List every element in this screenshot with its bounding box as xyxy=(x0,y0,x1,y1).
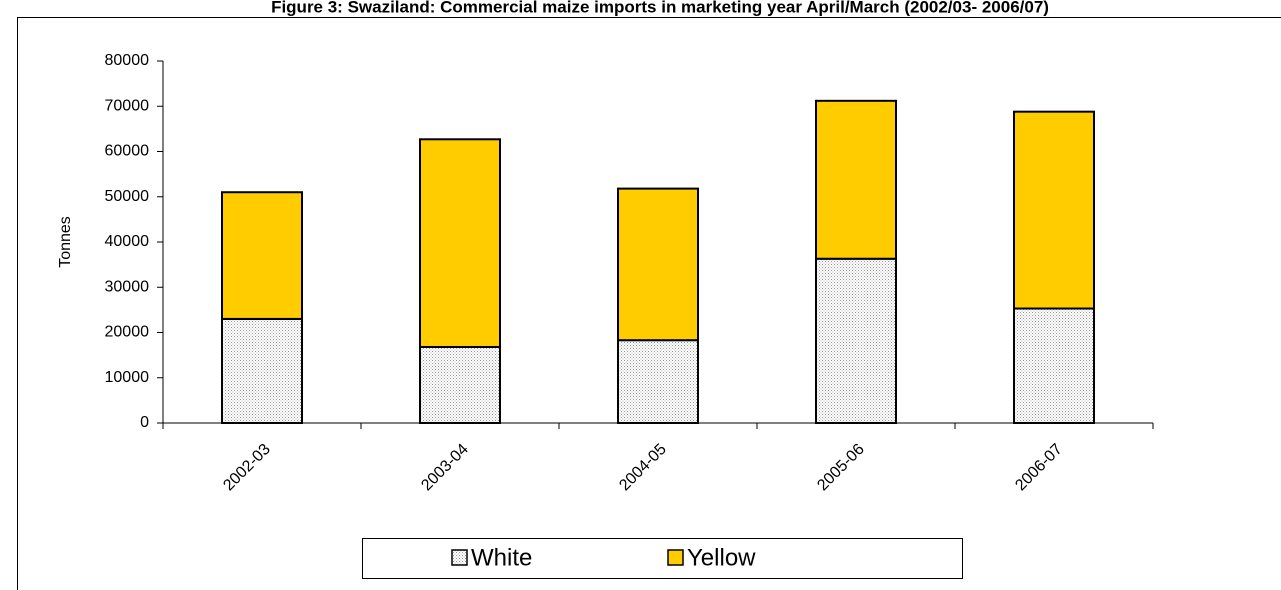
y-tick-label: 50000 xyxy=(105,188,150,205)
y-tick-label: 0 xyxy=(140,414,149,431)
y-tick-label: 80000 xyxy=(105,52,150,69)
legend-label: White xyxy=(471,544,532,571)
y-tick-label: 10000 xyxy=(105,369,150,386)
bar-segment xyxy=(617,339,699,425)
y-tick-label: 70000 xyxy=(105,97,150,114)
bar-segment xyxy=(815,99,897,260)
bar-segment xyxy=(815,257,897,424)
y-tick-label: 30000 xyxy=(105,278,150,295)
y-tick-label: 40000 xyxy=(105,233,150,250)
bar-segment xyxy=(419,138,501,348)
y-tick-label: 60000 xyxy=(105,143,150,160)
chart-title: Figure 3: Swaziland: Commercial maize im… xyxy=(271,0,1049,16)
legend-swatch xyxy=(451,549,468,566)
y-tick-label: 20000 xyxy=(105,324,150,341)
bar-segment xyxy=(419,345,501,425)
bar-segment xyxy=(221,317,303,424)
bar-segment xyxy=(1013,307,1095,424)
legend-label: Yellow xyxy=(687,544,756,571)
bar-segment xyxy=(221,191,303,320)
bar-segment xyxy=(617,187,699,342)
legend-swatch xyxy=(667,549,684,566)
bar-segment xyxy=(1013,110,1095,310)
y-axis-label: Tonnes xyxy=(57,216,74,268)
